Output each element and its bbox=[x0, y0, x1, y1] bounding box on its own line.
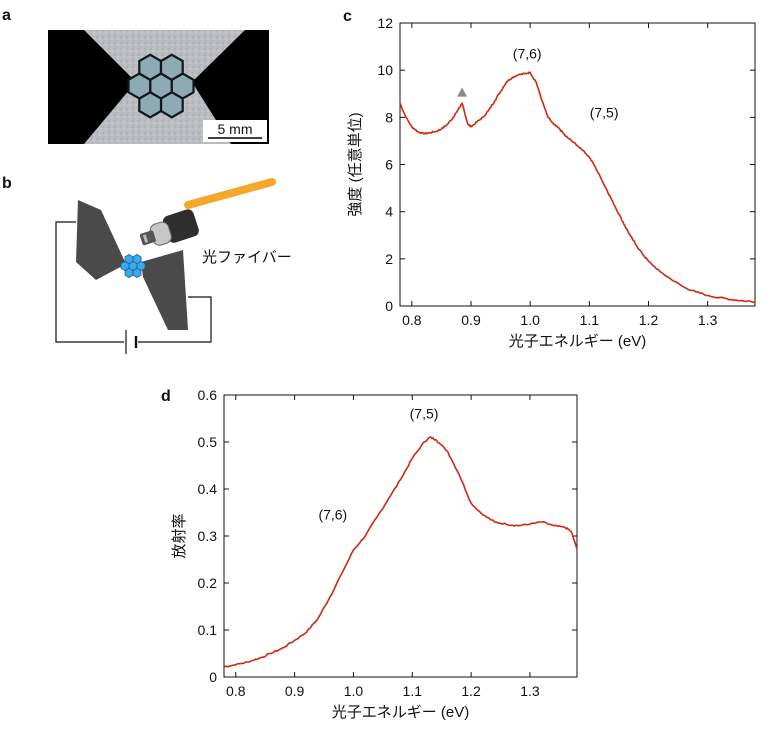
panel-a: a 5 mm bbox=[2, 7, 269, 144]
plot-frame bbox=[223, 394, 578, 678]
x-tick-label: 1.1 bbox=[580, 312, 600, 328]
y-tick-label: 6 bbox=[385, 157, 393, 173]
y-tick-label: 8 bbox=[385, 109, 393, 125]
x-axis-title: 光子エネルギー (eV) bbox=[332, 704, 470, 721]
x-tick-label: 1.2 bbox=[639, 312, 659, 328]
panel-c: c 0.8 0.9 1.0 1.1 1.2 1.3 0 2 4 6 8 10 12 光子エネルギー (eV… bbox=[343, 8, 756, 350]
chart-c: 0.8 0.9 1.0 1.1 1.2 1.3 0 2 4 6 8 10 12 光子エネルギー (eV) 強… bbox=[346, 15, 756, 350]
triangle-marker bbox=[457, 87, 468, 97]
y-tick-label: 12 bbox=[377, 15, 393, 31]
sample-hexagons bbox=[120, 254, 146, 278]
y-tick-label: 0 bbox=[209, 669, 217, 685]
peak-annotation: (7,5) bbox=[590, 104, 619, 120]
probe-housing bbox=[162, 209, 199, 243]
optical-fiber bbox=[184, 178, 276, 209]
panel-b: b 光ファイバー bbox=[2, 175, 292, 354]
right-electrode-photo bbox=[192, 30, 269, 144]
y-tick-label: 0.4 bbox=[198, 481, 218, 497]
x-tick-label: 1.3 bbox=[520, 683, 540, 699]
peak-annotation: (7,5) bbox=[410, 406, 439, 422]
hexagon-cell bbox=[132, 254, 142, 265]
y-tick-label: 0.6 bbox=[198, 387, 218, 403]
plot-frame bbox=[399, 22, 756, 307]
x-tick-label: 0.8 bbox=[402, 312, 422, 328]
right-electrode bbox=[141, 250, 188, 330]
y-tick-label: 10 bbox=[377, 62, 393, 78]
peak-annotation: (7,6) bbox=[513, 45, 542, 61]
left-electrode-photo bbox=[48, 30, 136, 144]
x-tick-label: 1.0 bbox=[344, 683, 364, 699]
panel-letter-c: c bbox=[343, 8, 352, 25]
y-axis-title: 放射率 bbox=[171, 513, 188, 558]
series-line bbox=[223, 436, 578, 668]
y-tick-label: 4 bbox=[385, 204, 393, 220]
fiber-probe bbox=[139, 209, 199, 246]
x-tick-label: 0.8 bbox=[226, 683, 246, 699]
scale-bar-label: 5 mm bbox=[218, 121, 253, 137]
hexagon-cell bbox=[132, 267, 142, 278]
y-tick-label: 2 bbox=[385, 251, 393, 267]
probe-tip bbox=[139, 230, 156, 246]
chart-d: 0.8 0.9 1.0 1.1 1.2 1.3 0 0.1 0.2 0.3 0.4 0.5 0.6 光子エ… bbox=[171, 387, 578, 721]
x-tick-label: 1.3 bbox=[698, 312, 718, 328]
hexagon-cell bbox=[159, 53, 184, 82]
left-electrode bbox=[76, 200, 126, 280]
y-tick-label: 0.5 bbox=[198, 434, 218, 450]
hexagon-cell bbox=[159, 91, 184, 119]
hexagon-cell bbox=[124, 254, 134, 265]
panel-letter-a: a bbox=[2, 7, 11, 24]
panel-d: d 0.8 0.9 1.0 1.1 1.2 1.3 0 0.1 0.2 0.3 0.4 0.5 0.6 光… bbox=[161, 387, 578, 721]
fiber-label: 光ファイバー bbox=[202, 249, 292, 266]
y-axis-title: 強度 (任意単位) bbox=[346, 112, 364, 216]
scale-bar: 5 mm bbox=[203, 120, 267, 142]
y-tick-label: 0.3 bbox=[198, 528, 218, 544]
probe-tip-highlight bbox=[142, 234, 149, 243]
series-line bbox=[399, 71, 756, 304]
scale-bar-box bbox=[203, 120, 267, 142]
x-tick-label: 1.2 bbox=[461, 683, 481, 699]
x-axis-title: 光子エネルギー (eV) bbox=[509, 333, 647, 350]
panel-letter-b: b bbox=[2, 175, 12, 192]
device-photo bbox=[48, 30, 269, 144]
hexagon-cell bbox=[138, 53, 163, 82]
x-tick-label: 1.0 bbox=[520, 312, 540, 328]
x-tick-label: 0.9 bbox=[461, 312, 481, 328]
circuit-wire bbox=[55, 221, 212, 354]
y-tick-label: 0.1 bbox=[198, 622, 218, 638]
y-tick-label: 0 bbox=[385, 298, 393, 314]
hexagon-cluster bbox=[127, 53, 195, 119]
y-tick-label: 0.2 bbox=[198, 575, 218, 591]
panel-letter-d: d bbox=[161, 388, 171, 405]
peak-annotation: (7,6) bbox=[318, 507, 347, 523]
x-tick-label: 0.9 bbox=[285, 683, 305, 699]
x-tick-label: 1.1 bbox=[403, 683, 423, 699]
